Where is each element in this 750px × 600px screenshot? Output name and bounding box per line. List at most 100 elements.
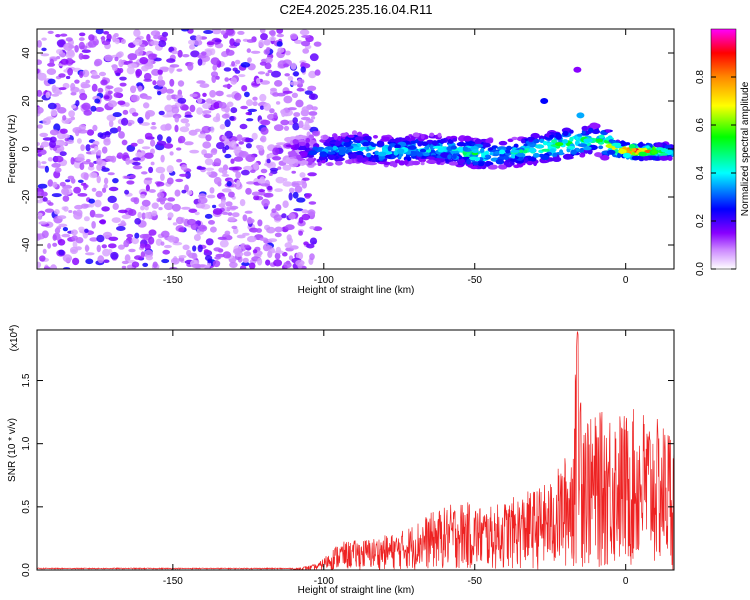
noise-cell <box>280 119 290 126</box>
ridge-cell <box>505 163 513 168</box>
noise-cell <box>202 92 207 97</box>
noise-cell <box>172 222 178 226</box>
ridge-cell <box>499 149 506 155</box>
noise-cell <box>57 215 67 220</box>
noise-cell <box>206 41 215 46</box>
noise-cell <box>96 234 105 243</box>
noise-cell <box>304 120 310 129</box>
ridge-cell <box>322 134 329 140</box>
ridge-cell <box>521 138 526 144</box>
noise-cell <box>229 205 239 210</box>
noise-cell <box>175 178 184 183</box>
noise-cell <box>246 181 256 185</box>
noise-cell <box>275 204 282 211</box>
noise-cell <box>206 171 212 176</box>
noise-cell <box>314 69 321 76</box>
noise-cell <box>235 38 242 44</box>
noise-cell <box>309 253 315 261</box>
noise-cell <box>307 172 317 177</box>
ridge-cell <box>437 147 445 153</box>
noise-cell <box>47 30 54 34</box>
noise-cell <box>160 124 169 131</box>
noise-cell <box>228 166 238 171</box>
ridge-cell <box>292 139 299 145</box>
noise-cell <box>122 109 129 115</box>
noise-cell <box>49 129 59 136</box>
noise-cell <box>198 224 208 232</box>
ridge-cell <box>667 156 673 161</box>
noise-cell <box>59 151 67 157</box>
noise-cell <box>120 38 126 45</box>
noise-cell <box>150 139 156 147</box>
noise-cell <box>110 251 119 260</box>
noise-cell <box>208 220 215 225</box>
noise-cell <box>245 187 252 195</box>
noise-cell <box>291 170 297 174</box>
noise-cell <box>190 223 199 231</box>
ridge-cell <box>656 143 661 147</box>
ridge-cell <box>450 145 457 150</box>
noise-cell <box>274 226 283 233</box>
noise-cell <box>70 86 80 93</box>
y-tick-label: 20 <box>21 95 32 107</box>
ridge-cell <box>495 158 505 165</box>
ridge-cell <box>482 143 487 148</box>
ridge-cell <box>477 161 485 167</box>
ridge-cell <box>528 147 537 153</box>
noise-cell <box>232 248 243 255</box>
ridge-cell <box>426 159 437 164</box>
noise-cell <box>265 245 273 251</box>
ridge-cell <box>424 145 430 150</box>
noise-cell <box>157 134 163 142</box>
noise-cell <box>256 145 264 151</box>
noise-cell <box>77 193 88 197</box>
noise-cell <box>46 116 55 120</box>
noise-cell <box>120 220 126 226</box>
noise-cell <box>244 210 253 214</box>
noise-cell <box>171 50 179 55</box>
noise-cell <box>132 112 139 117</box>
noise-cell <box>202 141 212 149</box>
noise-cell <box>195 203 206 209</box>
ridge-cell <box>319 151 328 158</box>
noise-cell <box>145 110 156 117</box>
noise-cell <box>128 248 136 253</box>
noise-cell <box>189 104 196 113</box>
colorbar: 0.0 0.2 0.4 0.6 0.8 Normalized spectral ampl… <box>695 28 750 276</box>
noise-cell <box>309 53 319 62</box>
noise-cell <box>157 69 163 75</box>
noise-cell <box>72 240 78 248</box>
noise-cell <box>137 117 144 124</box>
noise-cell <box>75 157 85 162</box>
noise-cell <box>76 138 82 144</box>
noise-cell <box>56 56 61 60</box>
noise-cell <box>175 94 183 99</box>
noise-cell <box>245 143 252 149</box>
noise-cell <box>274 80 283 87</box>
noise-cell <box>273 124 284 132</box>
ridge-cell <box>437 132 442 138</box>
noise-cell <box>125 157 131 165</box>
noise-cell <box>49 58 55 66</box>
noise-cell <box>98 219 106 224</box>
noise-cell <box>197 55 207 59</box>
noise-cell <box>233 146 242 152</box>
ridge-cell <box>439 138 446 144</box>
noise-cell <box>51 163 61 168</box>
noise-cell <box>231 61 236 67</box>
noise-cell <box>206 194 216 199</box>
noise-cell <box>37 261 42 268</box>
noise-cell <box>227 212 233 216</box>
noise-cell <box>210 226 217 233</box>
noise-cell <box>284 73 291 77</box>
noise-cell <box>196 107 204 115</box>
noise-cell <box>135 152 143 158</box>
noise-cell <box>47 78 56 85</box>
noise-cell <box>188 208 198 213</box>
noise-cell <box>175 216 184 225</box>
ridge-cell <box>416 151 424 157</box>
noise-cell <box>80 81 88 89</box>
noise-cell <box>221 188 232 193</box>
noise-cell <box>179 173 188 177</box>
noise-cell <box>116 226 126 231</box>
